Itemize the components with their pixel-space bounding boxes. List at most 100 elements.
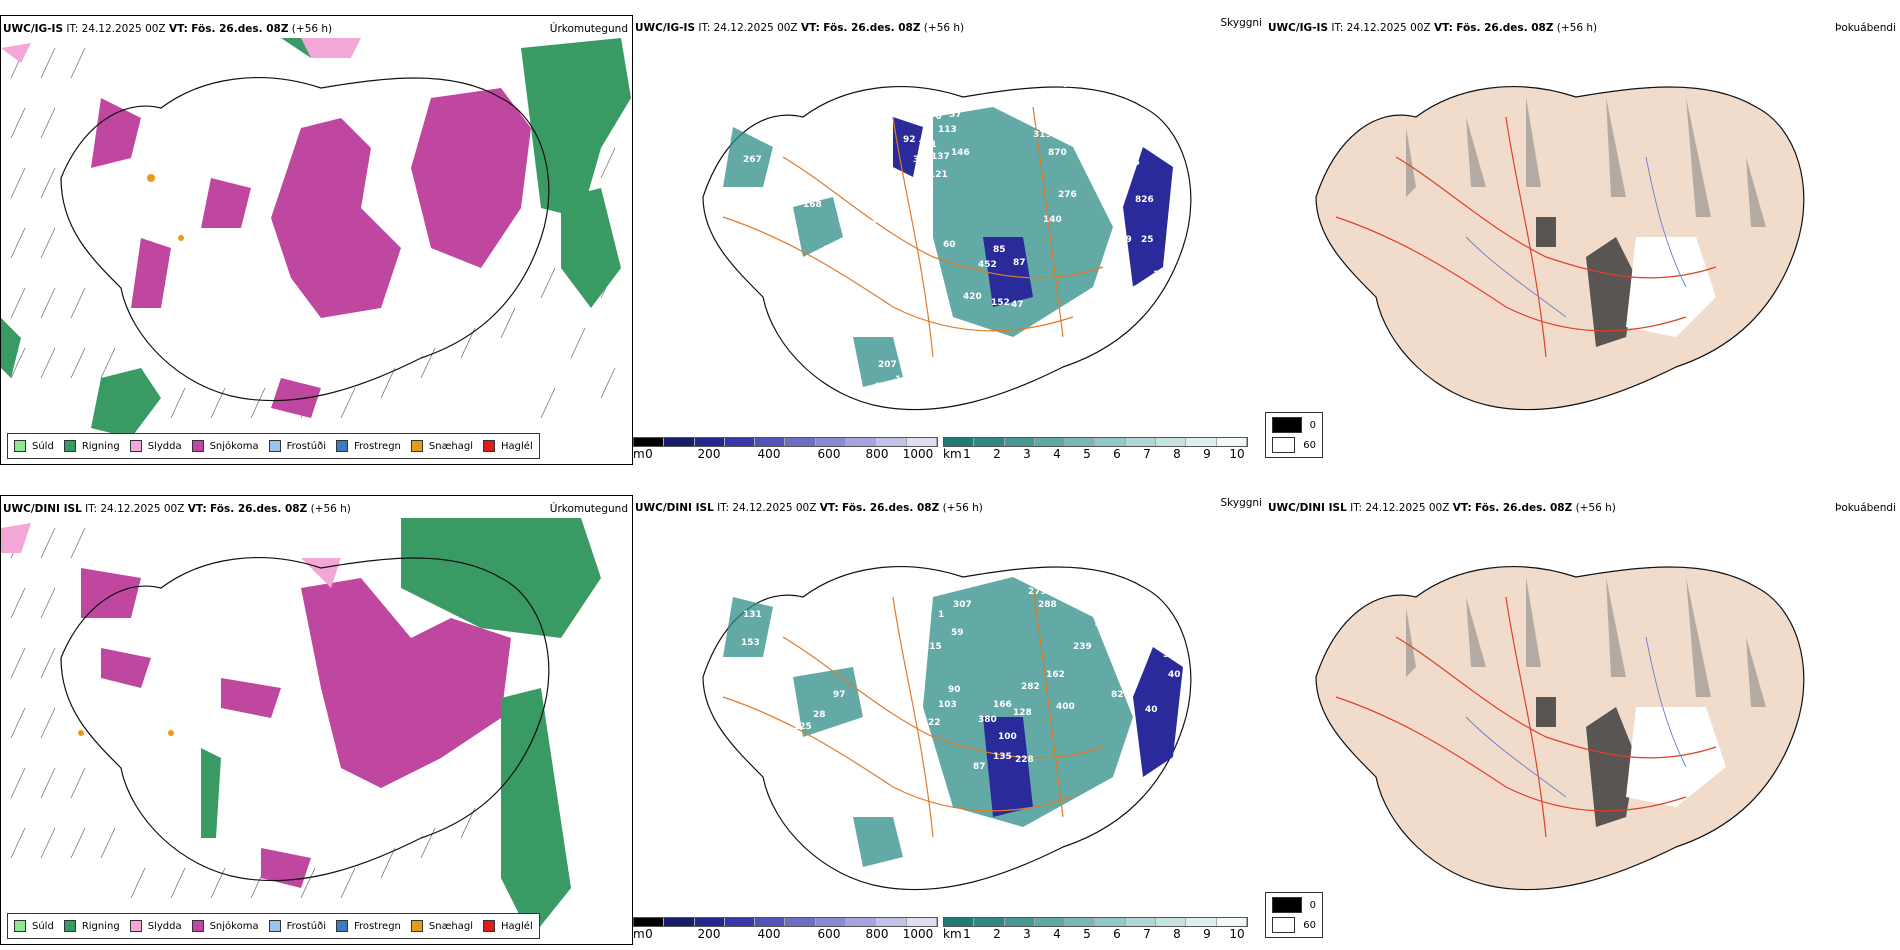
height-tick: 800 <box>865 927 889 941</box>
it-value: 24.12.2025 00Z <box>81 23 166 35</box>
roads <box>722 586 1104 838</box>
snow-area <box>91 88 531 418</box>
cloud-label: 279 <box>1028 587 1047 597</box>
vis-tick: 7 <box>1143 447 1151 461</box>
cloud-label: 140 <box>1043 215 1062 225</box>
cloud-label: 90 <box>948 685 961 695</box>
lead-time: (+56 h) <box>291 23 333 35</box>
cloud-label: 121 <box>929 170 948 180</box>
rivers <box>1465 636 1687 798</box>
cloud-label: 129 <box>1113 235 1132 245</box>
cloud-panel-1: UWC/IG-IS IT: 24.12.2025 00Z VT: Fös. 26… <box>633 15 1323 465</box>
vis-cells <box>943 917 1248 927</box>
cloud-label: 403 <box>1095 620 1114 630</box>
fog-dark <box>1536 697 1636 827</box>
cloud-label: 85 <box>993 245 1006 255</box>
cloud-label: 87 <box>1013 258 1026 268</box>
run-header-2: UWC/DINI ISL IT: 24.12.2025 00Z VT: Fös.… <box>3 503 351 515</box>
legend-item-hail: Haglél <box>483 440 533 452</box>
cloud-label: 96 <box>778 210 791 220</box>
legend-item-drizzle: Súld <box>14 920 54 932</box>
cloud-label-group-1: 118 267 202 185 96 168 179 104 194 122 7… <box>731 75 1184 392</box>
vis-tick: 9 <box>1203 927 1211 941</box>
legend-item-snow-pellets: Snæhagl <box>410 440 473 452</box>
height-tick: 0 <box>645 447 653 461</box>
low-cloud <box>893 117 1173 307</box>
cloud-label: 400 <box>1056 702 1075 712</box>
height-tick: 1000 <box>902 927 934 941</box>
cloud-label: 122 <box>858 220 877 230</box>
cloud-label: 31 <box>860 874 873 884</box>
cloud-label: 156 <box>1028 570 1047 580</box>
cloud-label: 44 <box>1083 75 1096 85</box>
height-tick: 600 <box>817 927 841 941</box>
legend-item-snow-pellets: Snæhagl <box>410 920 473 932</box>
height-tick: 200 <box>697 447 721 461</box>
snow-area <box>81 568 511 888</box>
fog-dark <box>1536 217 1636 347</box>
swatch <box>268 440 281 452</box>
cloud-label-group-2: 150 131 153 553 125 28 97 90 103 22 166 … <box>741 550 1181 884</box>
height-cells <box>633 917 938 927</box>
fog-title-1: Þokuábendi <box>1835 22 1896 34</box>
cloud-label: 57 <box>949 110 962 120</box>
vis-tick: 6 <box>1113 447 1121 461</box>
height-tick: 0 <box>645 927 653 941</box>
cloud-label: 28 <box>875 382 888 392</box>
cloud-label: 59 <box>1163 650 1176 660</box>
cloud-label: 267 <box>743 155 762 165</box>
swatch <box>336 440 348 452</box>
vis-tick: 10 <box>1229 447 1245 461</box>
fog-grey <box>1406 577 1766 707</box>
cloud-label: 137 <box>931 152 950 162</box>
swatch <box>191 440 204 452</box>
cloud-label: 168 <box>803 200 822 210</box>
vt-label: VT: <box>168 23 188 35</box>
cloud-label: 347 <box>1096 160 1115 170</box>
fog-map-1 <box>1315 85 1805 411</box>
row-2: UWC/DINI ISL IT: 24.12.2025 00Z VT: Fös.… <box>0 480 1900 950</box>
cloud-label: 146 <box>951 148 970 158</box>
cloud-label: 185 <box>773 180 792 190</box>
cloud-label: 73 <box>913 625 926 635</box>
cloud-label: 103 <box>938 700 957 710</box>
height-tick: 800 <box>865 447 889 461</box>
height-tick: 200 <box>697 927 721 941</box>
cloud-label: 31 <box>913 155 926 165</box>
legend-item-snow: Snjókoma <box>191 440 259 452</box>
roads <box>722 106 1104 358</box>
legend-item-rain: Rigning <box>63 920 120 932</box>
cloud-label: 115 <box>923 642 942 652</box>
cloud-map-1: 118 267 202 185 96 168 179 104 194 122 7… <box>702 75 1192 411</box>
cloud-label: 45 <box>1131 285 1144 295</box>
vis-cells <box>943 437 1248 447</box>
vis-colorbar-1: km 1 2 3 4 5 6 7 8 9 10 <box>943 437 1248 461</box>
cloud-label: 73 <box>838 220 851 230</box>
low-cloud <box>983 647 1183 817</box>
precip-type-map-2 <box>1 518 601 938</box>
swatch <box>63 440 76 452</box>
cloud-label: 553 <box>793 665 812 675</box>
cloud-label: 1 <box>1153 270 1159 280</box>
vis-tick: 4 <box>1053 927 1061 941</box>
vis-tick: 2 <box>993 447 1001 461</box>
cloud-label: 37 <box>1168 220 1181 230</box>
cloud-label: 147 <box>895 375 914 385</box>
cloud-label: 420 <box>963 292 982 302</box>
swatch <box>268 920 281 932</box>
vis-tick: 6 <box>1113 927 1121 941</box>
swatch <box>129 920 142 932</box>
cloud-label: 202 <box>768 165 787 175</box>
legend-item-sleet: Slydda <box>129 920 182 932</box>
model-name: UWC/IG-IS <box>3 23 64 35</box>
swatch <box>483 920 496 932</box>
legend-item-sleet: Slydda <box>129 440 182 452</box>
vis-tick: 7 <box>1143 927 1151 941</box>
swatch <box>14 440 26 452</box>
cloud-label: 36 <box>1125 750 1138 760</box>
cloud-title-1: Skyggni <box>1220 17 1263 29</box>
cloud-label: 48 <box>1171 185 1184 195</box>
fog-legend-box-1: 0 60 <box>1265 412 1323 458</box>
cloud-label: 150 <box>741 570 760 580</box>
cloud-label: 27 <box>1143 135 1156 145</box>
